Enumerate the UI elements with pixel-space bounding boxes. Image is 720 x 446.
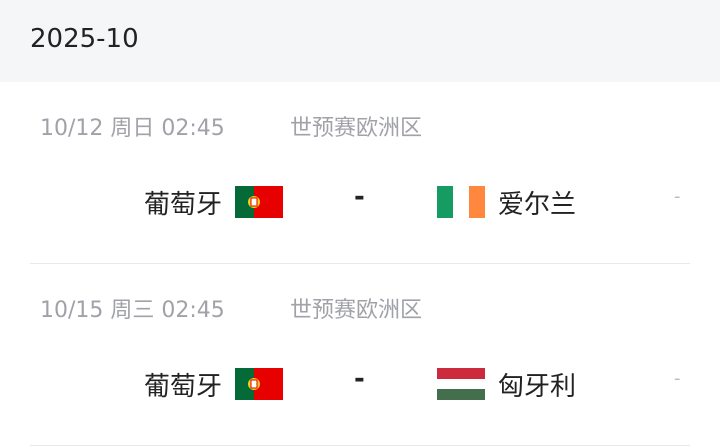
score: - [674, 186, 681, 207]
match-row[interactable]: 10/12 周日 02:45 世预赛欧洲区 葡萄牙 - 爱尔兰 - [0, 82, 720, 264]
home-team: 葡萄牙 [143, 372, 222, 402]
vs-separator: - [354, 364, 365, 394]
hungary-flag-icon [437, 368, 485, 400]
ireland-flag-icon [437, 186, 485, 218]
vs-separator: - [354, 182, 365, 212]
away-team: 匈牙利 [498, 372, 577, 402]
match-time: 10/15 周三 02:45 [40, 298, 225, 323]
match-row[interactable]: 10/15 周三 02:45 世预赛欧洲区 葡萄牙 - 匈牙利 - [0, 264, 720, 446]
league-name: 世预赛欧洲区 [290, 116, 423, 141]
home-team: 葡萄牙 [143, 190, 222, 220]
month-label: 2025-10 [30, 24, 139, 54]
portugal-flag-icon [235, 368, 283, 400]
divider [30, 263, 690, 264]
away-team: 爱尔兰 [498, 190, 577, 220]
match-time: 10/12 周日 02:45 [40, 116, 225, 141]
score: - [674, 368, 681, 389]
month-header: 2025-10 [0, 0, 720, 82]
portugal-flag-icon [235, 186, 283, 218]
league-name: 世预赛欧洲区 [290, 298, 423, 323]
